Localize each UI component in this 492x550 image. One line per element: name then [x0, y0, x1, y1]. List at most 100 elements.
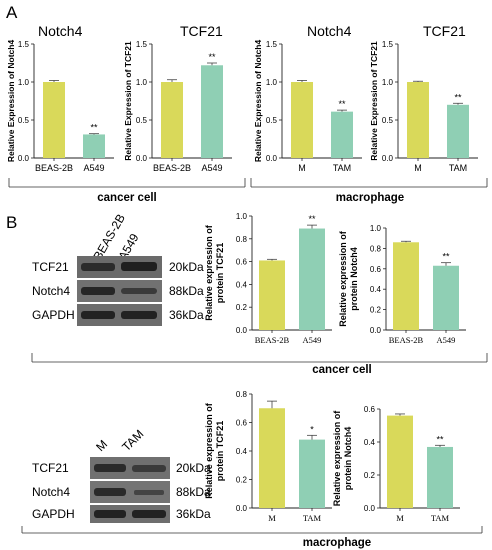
bar: [291, 82, 313, 158]
y-tick-label: 0.2: [364, 471, 376, 480]
y-axis-label: protein Notch4: [349, 247, 359, 311]
y-tick-label: 0.2: [370, 306, 382, 315]
y-tick-label: 0.0: [364, 504, 376, 513]
bracket-b-cancer: [31, 353, 488, 363]
y-axis-label: Relative Expression of Notch4: [6, 40, 16, 163]
bar: [299, 228, 325, 330]
y-axis-label: protein Notch4: [343, 427, 353, 491]
x-tick-label: A549: [303, 335, 322, 345]
y-tick-label: 1.5: [382, 40, 394, 49]
y-tick-label: 0.0: [18, 154, 30, 163]
y-axis-label: Relative expression of: [204, 402, 214, 499]
chart-b-protein-tcf21-cancer: Relative expression of protein TCF21 0.0 0.…: [204, 212, 332, 345]
y-tick-label: 1.0: [136, 78, 148, 87]
y-axis-label: protein TCF21: [215, 421, 225, 482]
group-label-a-cancer: cancer cell: [97, 192, 156, 204]
bar: [259, 408, 285, 508]
western-blot-macrophage: M TAM TCF21 Notch4 GAPDH 20kDa 88kDa 36k…: [32, 427, 211, 523]
x-tick-label: M: [268, 513, 276, 523]
y-tick-label: 0.8: [370, 244, 382, 253]
bar: [331, 111, 353, 158]
x-tick-label: A549: [437, 335, 456, 345]
blot-size-label: 20kDa: [169, 260, 204, 274]
chart-title: TCF21: [180, 23, 223, 39]
chart-a-tcf21-cancer: TCF21 Relative Expression of TCF21 0.0 0.5 1…: [123, 23, 232, 173]
bar: [393, 242, 419, 330]
bar: [201, 65, 223, 158]
group-label-b-macro: macrophage: [303, 537, 371, 549]
bar: [259, 260, 285, 330]
y-axis-label: Relative expression of: [338, 230, 348, 327]
bar: [447, 104, 469, 158]
bracket-a-cancer: [8, 178, 246, 188]
group-label-a-macro: macrophage: [336, 192, 404, 204]
y-tick-label: 1.0: [370, 224, 382, 233]
y-axis-label: Relative expression of: [332, 410, 342, 507]
y-tick-label: 0.4: [236, 447, 248, 456]
x-tick-label: TAM: [449, 163, 467, 173]
x-tick-label: A549: [201, 163, 222, 173]
y-tick-label: 0.5: [136, 116, 148, 125]
bracket-b-macro: [21, 526, 483, 534]
y-tick-label: 1.5: [266, 40, 278, 49]
y-tick-label: 0.6: [364, 405, 376, 414]
blot-size-label: 36kDa: [169, 308, 204, 322]
y-tick-label: 0.2: [236, 476, 248, 485]
x-tick-label: BEAS-2B: [153, 163, 191, 173]
y-axis-label: Relative Expression of TCF21: [123, 41, 133, 161]
y-tick-label: 1.0: [236, 212, 248, 221]
y-tick-label: 0.4: [236, 280, 248, 289]
blot-row-label: TCF21: [32, 461, 69, 475]
y-tick-label: 0.8: [236, 235, 248, 244]
significance-marker: **: [90, 123, 98, 133]
blot-row-label: TCF21: [32, 260, 69, 274]
y-axis-label: Relative expression of: [204, 224, 214, 321]
y-tick-label: 0.6: [370, 265, 382, 274]
bar: [161, 82, 183, 158]
chart-b-protein-notch4-cancer: Relative expression of protein Notch4 0.0 0…: [338, 224, 466, 345]
blot-size-label: 36kDa: [176, 507, 211, 521]
chart-title: TCF21: [423, 23, 466, 39]
blot-lane-label: TAM: [119, 427, 146, 454]
bar: [43, 82, 65, 158]
y-tick-label: 0.8: [236, 390, 248, 399]
blot-lane-label: M: [93, 437, 110, 454]
blot-size-label: 20kDa: [176, 461, 211, 475]
significance-marker: **: [454, 92, 462, 102]
x-tick-label: A549: [83, 163, 104, 173]
significance-marker: **: [308, 214, 316, 224]
x-tick-label: M: [298, 163, 306, 173]
chart-b-protein-tcf21-macrophage: Relative expression of protein TCF21 0.0 0.…: [204, 390, 332, 523]
chart-title: Notch4: [38, 23, 83, 39]
chart-a-tcf21-macrophage: TCF21 Relative Expression of TCF21 0.0 0.5 1…: [369, 23, 478, 173]
y-tick-label: 0.6: [236, 258, 248, 267]
panel-label-b: B: [6, 213, 17, 232]
y-tick-label: 1.5: [18, 40, 30, 49]
bar: [83, 134, 105, 158]
y-tick-label: 1.5: [136, 40, 148, 49]
bar: [433, 265, 459, 330]
y-tick-label: 0.0: [370, 326, 382, 335]
bar: [427, 446, 453, 508]
x-tick-label: M: [414, 163, 422, 173]
y-tick-label: 0.5: [266, 116, 278, 125]
y-tick-label: 1.0: [382, 78, 394, 87]
blot-size-label: 88kDa: [169, 284, 204, 298]
chart-a-notch4-cancer: Notch4 Relative Expression of Notch4 0.0 0.…: [6, 23, 114, 173]
blot-row-label: GAPDH: [32, 308, 75, 322]
x-tick-label: TAM: [303, 513, 322, 523]
blot-size-label: 88kDa: [176, 485, 211, 499]
y-tick-label: 0.4: [370, 285, 382, 294]
x-tick-label: BEAS-2B: [35, 163, 73, 173]
y-tick-label: 0.0: [136, 154, 148, 163]
significance-marker: **: [436, 434, 444, 444]
bar: [387, 415, 413, 508]
significance-marker: *: [310, 424, 314, 434]
chart-b-protein-notch4-macrophage: Relative expression of protein Notch4 0.0 0…: [332, 405, 460, 523]
y-tick-label: 0.0: [236, 504, 248, 513]
y-tick-label: 1.0: [266, 78, 278, 87]
panel-label-a: A: [6, 3, 18, 22]
x-tick-label: M: [396, 513, 404, 523]
y-tick-label: 0.0: [236, 326, 248, 335]
